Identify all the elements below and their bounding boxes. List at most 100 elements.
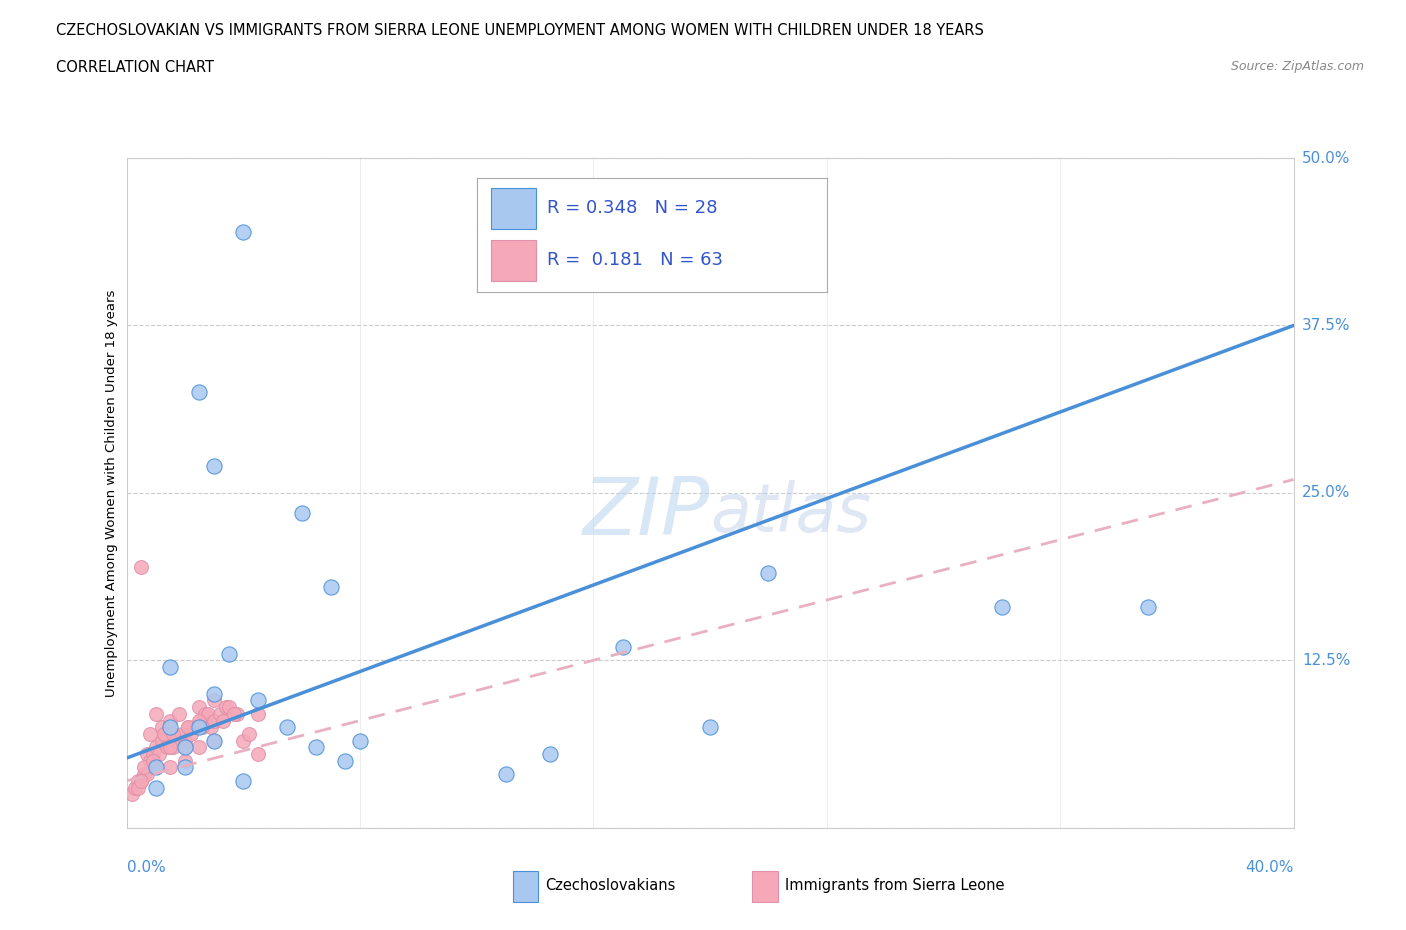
Point	[183, 720, 205, 735]
Text: R =  0.181   N = 63: R = 0.181 N = 63	[547, 251, 723, 269]
Point	[224, 707, 246, 722]
Point	[139, 726, 162, 741]
Point	[186, 720, 208, 735]
Point	[150, 720, 173, 735]
Point	[145, 707, 167, 722]
Point	[215, 699, 238, 714]
Point	[200, 720, 222, 735]
Point	[148, 747, 170, 762]
Point	[174, 753, 197, 768]
Point	[612, 640, 634, 655]
Point	[129, 559, 152, 574]
Point	[153, 726, 176, 741]
Point	[145, 740, 167, 755]
Point	[218, 699, 240, 714]
Text: 37.5%: 37.5%	[1302, 318, 1350, 333]
Point	[238, 726, 260, 741]
Point	[319, 579, 342, 594]
Point	[495, 766, 517, 781]
Point	[226, 707, 249, 722]
Point	[142, 747, 165, 762]
Point	[174, 740, 197, 755]
Point	[218, 646, 240, 661]
Point	[246, 693, 269, 708]
Point	[202, 733, 225, 748]
Point	[188, 740, 211, 755]
Point	[162, 726, 184, 741]
Point	[132, 766, 155, 781]
Text: 0.0%: 0.0%	[127, 860, 166, 875]
Point	[202, 693, 225, 708]
Text: atlas: atlas	[710, 480, 872, 546]
Point	[246, 747, 269, 762]
Point	[290, 506, 312, 521]
Bar	[491, 240, 536, 281]
Point	[124, 780, 146, 795]
Point	[145, 760, 167, 775]
Point	[211, 713, 233, 728]
Point	[202, 458, 225, 473]
Point	[156, 740, 179, 755]
Y-axis label: Unemployment Among Women with Children Under 18 years: Unemployment Among Women with Children U…	[105, 289, 118, 697]
Point	[150, 733, 173, 748]
Point	[159, 659, 181, 674]
Point	[174, 760, 197, 775]
Point	[174, 733, 197, 748]
Point	[202, 686, 225, 701]
Point	[246, 707, 269, 722]
Point	[191, 720, 214, 735]
Point	[139, 753, 162, 768]
Point	[177, 720, 200, 735]
Point	[142, 753, 165, 768]
Point	[180, 726, 202, 741]
Bar	[491, 189, 536, 230]
Point	[756, 565, 779, 580]
Text: 25.0%: 25.0%	[1302, 485, 1350, 500]
Text: CORRELATION CHART: CORRELATION CHART	[56, 60, 214, 75]
Text: R = 0.348   N = 28: R = 0.348 N = 28	[547, 199, 717, 218]
Text: CZECHOSLOVAKIAN VS IMMIGRANTS FROM SIERRA LEONE UNEMPLOYMENT AMONG WOMEN WITH CH: CZECHOSLOVAKIAN VS IMMIGRANTS FROM SIERR…	[56, 23, 984, 38]
Point	[167, 733, 190, 748]
Point	[145, 760, 167, 775]
Point	[127, 774, 149, 789]
Point	[177, 720, 200, 735]
Text: 12.5%: 12.5%	[1302, 653, 1350, 668]
Text: ZIP: ZIP	[582, 474, 710, 552]
Point	[129, 774, 152, 789]
Point	[208, 707, 231, 722]
Text: 50.0%: 50.0%	[1302, 151, 1350, 166]
Point	[188, 720, 211, 735]
Text: 40.0%: 40.0%	[1246, 860, 1294, 875]
Point	[202, 733, 225, 748]
Point	[159, 713, 181, 728]
Point	[159, 740, 181, 755]
Point	[197, 707, 219, 722]
Point	[276, 720, 298, 735]
Point	[132, 760, 155, 775]
Point	[136, 766, 159, 781]
Point	[232, 774, 254, 789]
Point	[232, 733, 254, 748]
Point	[145, 760, 167, 775]
Point	[202, 713, 225, 728]
Point	[194, 707, 217, 722]
Point	[174, 740, 197, 755]
Point	[165, 733, 187, 748]
Point	[305, 740, 328, 755]
Text: Source: ZipAtlas.com: Source: ZipAtlas.com	[1230, 60, 1364, 73]
Point	[121, 787, 143, 802]
Point	[167, 707, 190, 722]
Point	[153, 726, 176, 741]
Point	[191, 713, 214, 728]
Point	[990, 599, 1012, 614]
Point	[145, 780, 167, 795]
Point	[188, 713, 211, 728]
Point	[349, 733, 371, 748]
Point	[699, 720, 721, 735]
Point	[1136, 599, 1159, 614]
Point	[538, 747, 561, 762]
Point	[170, 726, 193, 741]
Point	[136, 747, 159, 762]
Point	[162, 740, 184, 755]
Text: Czechoslovakians: Czechoslovakians	[546, 878, 676, 893]
